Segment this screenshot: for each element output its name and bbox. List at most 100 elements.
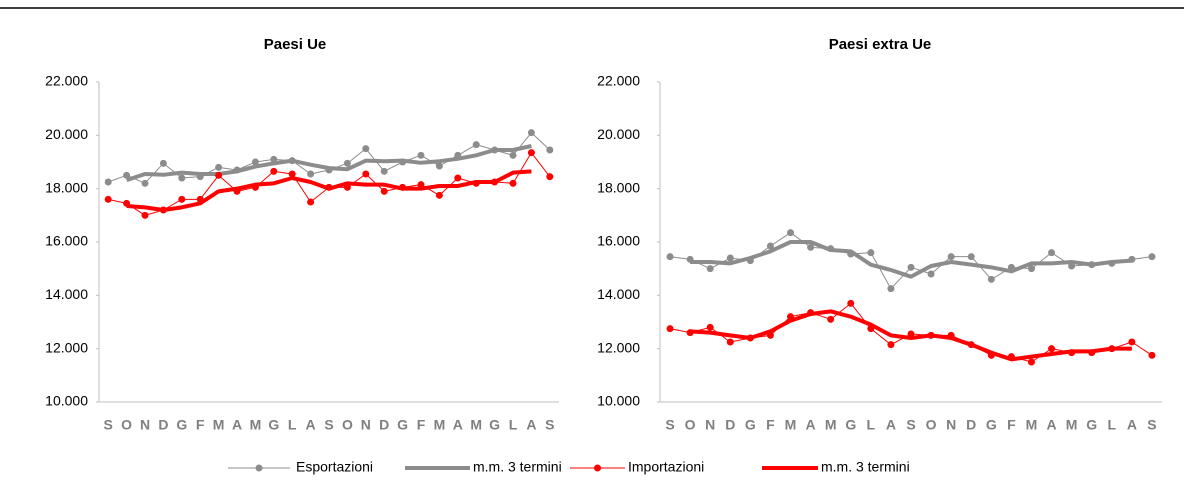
- point: [178, 174, 186, 182]
- x-tick-label: G: [1086, 417, 1097, 433]
- series-line: [689, 309, 1132, 362]
- x-tick-label: O: [121, 417, 132, 433]
- y-tick-label: 18.000: [45, 179, 88, 195]
- point: [380, 187, 388, 195]
- point: [1128, 338, 1136, 346]
- point: [807, 243, 815, 251]
- point: [927, 270, 935, 278]
- x-tick-label: A: [806, 417, 816, 433]
- x-tick-label: D: [379, 417, 389, 433]
- y-tick-label: 12.000: [45, 339, 88, 355]
- x-tick-label: L: [1108, 417, 1117, 433]
- x-tick-label: G: [745, 417, 756, 433]
- x-tick-label: G: [986, 417, 997, 433]
- point: [666, 325, 674, 333]
- point: [251, 158, 259, 166]
- x-tick-label: G: [489, 417, 500, 433]
- point: [454, 174, 462, 182]
- x-tick-label: O: [685, 417, 696, 433]
- point: [867, 249, 875, 257]
- point: [380, 167, 388, 175]
- x-tick-label: G: [176, 417, 187, 433]
- point: [435, 191, 443, 199]
- x-tick-label: F: [766, 417, 775, 433]
- x-tick-label: O: [926, 417, 937, 433]
- x-tick-label: M: [1026, 417, 1038, 433]
- series-line: [108, 132, 551, 184]
- x-tick-label: A: [526, 417, 536, 433]
- point: [907, 263, 915, 271]
- point: [726, 254, 734, 262]
- x-tick-label: S: [324, 417, 333, 433]
- point: [215, 163, 223, 171]
- x-tick-label: S: [665, 417, 674, 433]
- x-tick-label: A: [1127, 417, 1137, 433]
- point: [104, 195, 112, 203]
- point: [270, 167, 278, 175]
- y-tick-label: 16.000: [45, 233, 88, 249]
- point: [104, 178, 112, 186]
- point: [987, 275, 995, 283]
- legend-label: m.m. 3 termini: [821, 459, 910, 475]
- x-tick-label: G: [397, 417, 408, 433]
- x-tick-label: M: [470, 417, 482, 433]
- point: [527, 149, 535, 157]
- point: [1027, 358, 1035, 366]
- x-tick-label: A: [306, 417, 316, 433]
- x-tick-label: D: [725, 417, 735, 433]
- y-tick-label: 20.000: [597, 126, 640, 142]
- y-tick-label: 16.000: [597, 233, 640, 249]
- x-tick-label: N: [140, 417, 150, 433]
- x-tick-label: N: [946, 417, 956, 433]
- point: [666, 253, 674, 261]
- point: [967, 253, 975, 261]
- x-tick-label: S: [906, 417, 915, 433]
- y-tick-label: 18.000: [597, 179, 640, 195]
- point: [887, 285, 895, 293]
- y-tick-label: 22.000: [597, 73, 640, 89]
- x-tick-label: M: [785, 417, 797, 433]
- legend-label: m.m. 3 termini: [473, 459, 562, 475]
- point: [907, 330, 915, 338]
- point: [417, 151, 425, 159]
- x-tick-label: F: [196, 417, 205, 433]
- chart-title: Paesi Ue: [264, 36, 327, 53]
- point: [847, 299, 855, 307]
- point: [435, 162, 443, 170]
- series-line: [690, 240, 1133, 279]
- x-tick-label: M: [250, 417, 262, 433]
- series-line: [125, 144, 532, 183]
- point: [706, 265, 714, 273]
- legend-label: Esportazioni: [296, 459, 373, 475]
- point: [288, 170, 296, 178]
- x-tick-label: N: [705, 417, 715, 433]
- x-tick-label: M: [434, 417, 446, 433]
- y-tick-label: 10.000: [45, 393, 88, 409]
- x-tick-label: M: [213, 417, 225, 433]
- point: [141, 211, 149, 219]
- point: [178, 195, 186, 203]
- chart-title: Paesi extra Ue: [829, 36, 932, 53]
- point: [343, 159, 351, 167]
- y-tick-label: 10.000: [597, 393, 640, 409]
- x-tick-label: M: [1066, 417, 1078, 433]
- point: [1048, 345, 1056, 353]
- x-tick-label: L: [509, 417, 518, 433]
- y-tick-label: 22.000: [45, 73, 88, 89]
- point: [827, 315, 835, 323]
- point: [159, 159, 167, 167]
- point: [215, 171, 223, 179]
- point: [307, 198, 315, 206]
- x-tick-label: A: [232, 417, 242, 433]
- legend-marker: [255, 464, 263, 472]
- x-tick-label: F: [417, 417, 426, 433]
- x-tick-label: S: [104, 417, 113, 433]
- point: [787, 229, 795, 237]
- x-tick-label: S: [1147, 417, 1156, 433]
- y-tick-label: 14.000: [597, 286, 640, 302]
- point: [141, 179, 149, 187]
- point: [706, 323, 714, 331]
- x-tick-label: A: [453, 417, 463, 433]
- point: [546, 146, 554, 154]
